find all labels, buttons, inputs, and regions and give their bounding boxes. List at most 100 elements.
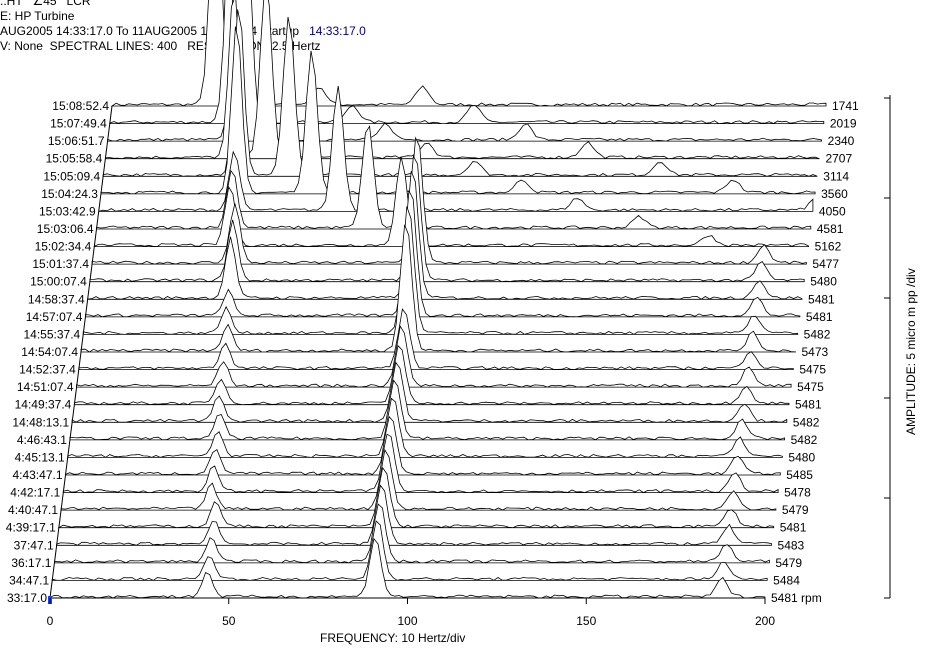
time-label: 15:02:34.4 xyxy=(35,240,92,254)
spectrum-trace xyxy=(109,0,825,125)
time-label: 37:47.1 xyxy=(14,538,54,552)
time-labels: 15:08:52.4 15:07:49.4 15:06:51.7 15:05:58.4… xyxy=(6,99,110,605)
rpm-label: 5481 xyxy=(795,398,822,412)
rpm-label: 4050 xyxy=(819,204,846,218)
time-label: 4:40:47.1 xyxy=(8,503,58,517)
spectrum-trace xyxy=(87,170,803,300)
rpm-label: 5479 xyxy=(782,503,809,517)
rpm-label: 5162 xyxy=(815,240,842,254)
rpm-label: 5481 xyxy=(808,292,835,306)
spectrum-trace xyxy=(60,448,777,511)
time-label: 15:05:58.4 xyxy=(46,152,103,166)
time-label: 14:54:07.4 xyxy=(21,345,78,359)
rpm-label: 5485 xyxy=(786,468,813,482)
spectrum-trace xyxy=(67,397,783,458)
time-axis-line xyxy=(49,105,113,599)
rpm-label: 5482 xyxy=(791,433,818,447)
rpm-label: 5481 xyxy=(780,521,807,535)
rpm-label: 2019 xyxy=(830,117,857,131)
rpm-label: 5477 xyxy=(812,257,839,271)
rpm-label: 2340 xyxy=(828,134,855,148)
time-label: 4:45:13.1 xyxy=(15,450,65,464)
rpm-label: 2707 xyxy=(825,152,852,166)
rpm-label: 5480 xyxy=(788,450,815,464)
time-label: 15:01:37.4 xyxy=(32,257,89,271)
spectrum-trace xyxy=(96,125,812,230)
x-tick-label: 150 xyxy=(576,614,596,628)
spectrum-traces xyxy=(49,0,827,599)
spectrum-trace xyxy=(105,0,820,160)
spectrum-trace xyxy=(51,520,768,581)
rpm-label: 5483 xyxy=(778,538,805,552)
rpm-label: 5484 xyxy=(773,573,800,587)
time-label: 14:55:37.4 xyxy=(23,327,80,341)
spectrum-trace xyxy=(93,156,809,248)
spectrum-trace xyxy=(49,537,766,599)
header-current-time: 14:33:17.0 xyxy=(309,24,366,38)
x-tick-label: 200 xyxy=(755,614,775,628)
time-label: 15:00:07.4 xyxy=(30,275,87,289)
header-machine: E: HP Turbine xyxy=(0,9,75,23)
rpm-label: 5481 rpm xyxy=(771,591,822,605)
spectrum-trace xyxy=(91,136,807,265)
time-label: 4:46:43.1 xyxy=(17,433,67,447)
time-label: 14:58:37.4 xyxy=(28,292,85,306)
spectrum-trace xyxy=(69,379,785,441)
rpm-label: 5481 xyxy=(806,310,833,324)
rpm-label: 5475 xyxy=(797,380,824,394)
spectrum-trace xyxy=(98,85,814,212)
time-label: 4:42:17.1 xyxy=(10,486,60,500)
x-tick-labels: 0 50 100 150 200 xyxy=(47,598,775,628)
spectrum-trace xyxy=(100,26,816,195)
time-label: 15:05:09.4 xyxy=(43,169,100,183)
time-label: 14:57:07.4 xyxy=(26,310,83,324)
time-label: 33:17.0 xyxy=(7,591,47,605)
rpm-label: 1741 xyxy=(832,99,859,113)
spectrum-trace xyxy=(85,189,801,318)
rpm-label: 5478 xyxy=(784,486,811,500)
x-tick-label: 50 xyxy=(222,614,236,628)
spectrum-trace xyxy=(65,415,781,476)
y-axis-label: AMPLITUDE: 5 micro m pp /div xyxy=(904,268,918,435)
time-label: 4:39:17.1 xyxy=(6,521,56,535)
spectrum-trace xyxy=(78,308,794,371)
time-label: 15:03:42.9 xyxy=(39,204,96,218)
header-line-0: ..HT ∠45 LCR xyxy=(0,0,91,8)
time-label: 4:43:47.1 xyxy=(12,468,62,482)
spectrum-trace xyxy=(71,361,788,423)
spectrum-trace xyxy=(82,206,799,335)
spectrum-trace xyxy=(89,154,805,283)
spectrum-trace xyxy=(80,224,796,353)
spectrum-trace xyxy=(76,325,792,388)
time-label: 15:04:24.3 xyxy=(41,187,98,201)
rpm-label: 3560 xyxy=(821,187,848,201)
x-tick-label: 100 xyxy=(397,614,417,628)
time-label: 15:07:49.4 xyxy=(50,117,107,131)
time-label: 14:52:37.4 xyxy=(19,363,76,377)
time-label: 14:48:13.1 xyxy=(12,415,69,429)
spectrum-trace xyxy=(74,344,790,406)
time-label: 14:49:37.4 xyxy=(15,398,72,412)
time-label: 36:17.1 xyxy=(11,556,51,570)
rpm-labels: 1741 2019 2340 2707 3114 3560 4050 4581 5162 5477… xyxy=(771,99,859,605)
x-tick-label: 0 xyxy=(47,614,54,628)
spectrum-trace xyxy=(62,433,779,494)
time-label: 14:51:07.4 xyxy=(17,380,74,394)
spectrum-trace xyxy=(54,503,770,564)
time-label: 34:47.1 xyxy=(9,573,49,587)
rpm-label: 3114 xyxy=(823,169,849,183)
x-axis-label: FREQUENCY: 10 Hertz/div xyxy=(320,631,465,645)
time-label: 15:03:06.4 xyxy=(37,222,94,236)
rpm-label: 5475 xyxy=(799,363,826,377)
rpm-label: 5482 xyxy=(793,415,820,429)
rpm-label: 5479 xyxy=(775,556,802,570)
rpm-label: 4581 xyxy=(817,222,844,236)
spectrum-trace xyxy=(110,0,827,107)
spectrum-trace xyxy=(57,466,775,529)
time-label: 15:06:51.7 xyxy=(48,134,105,148)
time-label: 15:08:52.4 xyxy=(52,99,109,113)
rpm-label: 5482 xyxy=(804,327,831,341)
rpm-label: 5480 xyxy=(810,275,837,289)
spectrum-trace xyxy=(102,9,818,177)
